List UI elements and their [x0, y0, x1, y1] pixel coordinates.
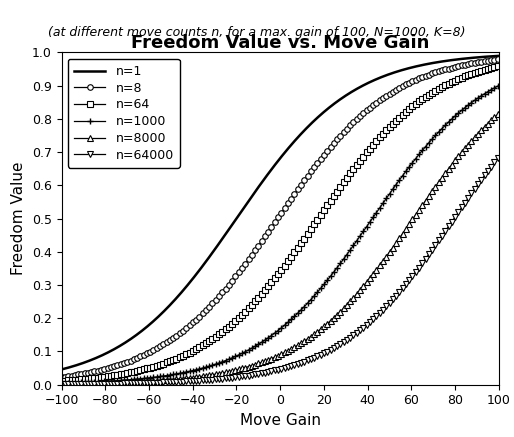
- n=1000: [81, 380, 87, 385]
- n=1: [260, 179, 266, 184]
- Line: n=8: n=8: [59, 56, 501, 380]
- Legend: n=1, n=8, n=64, n=1000, n=8000, n=64000: n=1, n=8, n=64, n=1000, n=8000, n=64000: [68, 59, 180, 168]
- n=1000: [271, 331, 277, 336]
- n=64000: [81, 382, 87, 387]
- n=1000: [402, 169, 409, 174]
- n=1: [402, 66, 409, 72]
- Text: (at different move counts n, for a max. gain of 100, N=1000, K=8): (at different move counts n, for a max. …: [48, 26, 466, 39]
- n=1000: [260, 339, 266, 344]
- Line: n=64000: n=64000: [59, 154, 501, 387]
- n=64000: [59, 382, 65, 387]
- n=8: [260, 237, 266, 243]
- n=1000: [59, 381, 65, 386]
- n=8: [271, 221, 277, 226]
- n=64000: [495, 155, 502, 160]
- Line: n=1: n=1: [62, 56, 499, 369]
- n=8: [483, 59, 489, 64]
- n=1: [59, 367, 65, 372]
- n=8000: [483, 123, 489, 128]
- n=8: [81, 371, 87, 376]
- n=1: [81, 360, 87, 365]
- n=1000: [495, 83, 502, 88]
- Y-axis label: Freedom Value: Freedom Value: [11, 162, 26, 275]
- n=64000: [483, 171, 489, 176]
- n=8000: [271, 355, 277, 360]
- n=64: [260, 291, 266, 296]
- n=8: [402, 82, 409, 87]
- n=64: [495, 64, 502, 69]
- n=1: [483, 54, 489, 59]
- n=8: [59, 375, 65, 380]
- n=8: [495, 57, 502, 62]
- n=64: [483, 67, 489, 72]
- Line: n=8000: n=8000: [59, 111, 501, 387]
- n=8000: [260, 359, 266, 364]
- n=64: [59, 378, 65, 383]
- n=8000: [59, 381, 65, 386]
- n=64: [81, 376, 87, 382]
- n=8000: [483, 123, 489, 128]
- Line: n=1000: n=1000: [58, 82, 502, 387]
- n=8000: [402, 227, 409, 232]
- n=1000: [483, 90, 489, 95]
- n=8000: [81, 381, 87, 386]
- n=1: [483, 54, 489, 59]
- n=1: [495, 53, 502, 59]
- n=1: [271, 163, 277, 169]
- n=64: [483, 67, 489, 72]
- n=8000: [495, 111, 502, 116]
- n=64: [402, 109, 409, 114]
- n=1000: [483, 90, 489, 96]
- Line: n=64: n=64: [59, 63, 501, 384]
- n=64000: [483, 171, 489, 177]
- X-axis label: Move Gain: Move Gain: [240, 413, 321, 428]
- n=64000: [260, 371, 266, 376]
- n=8: [483, 59, 489, 64]
- n=64000: [402, 282, 409, 287]
- n=64000: [271, 368, 277, 373]
- Title: Freedom Value vs. Move Gain: Freedom Value vs. Move Gain: [131, 35, 429, 52]
- n=64: [271, 277, 277, 282]
